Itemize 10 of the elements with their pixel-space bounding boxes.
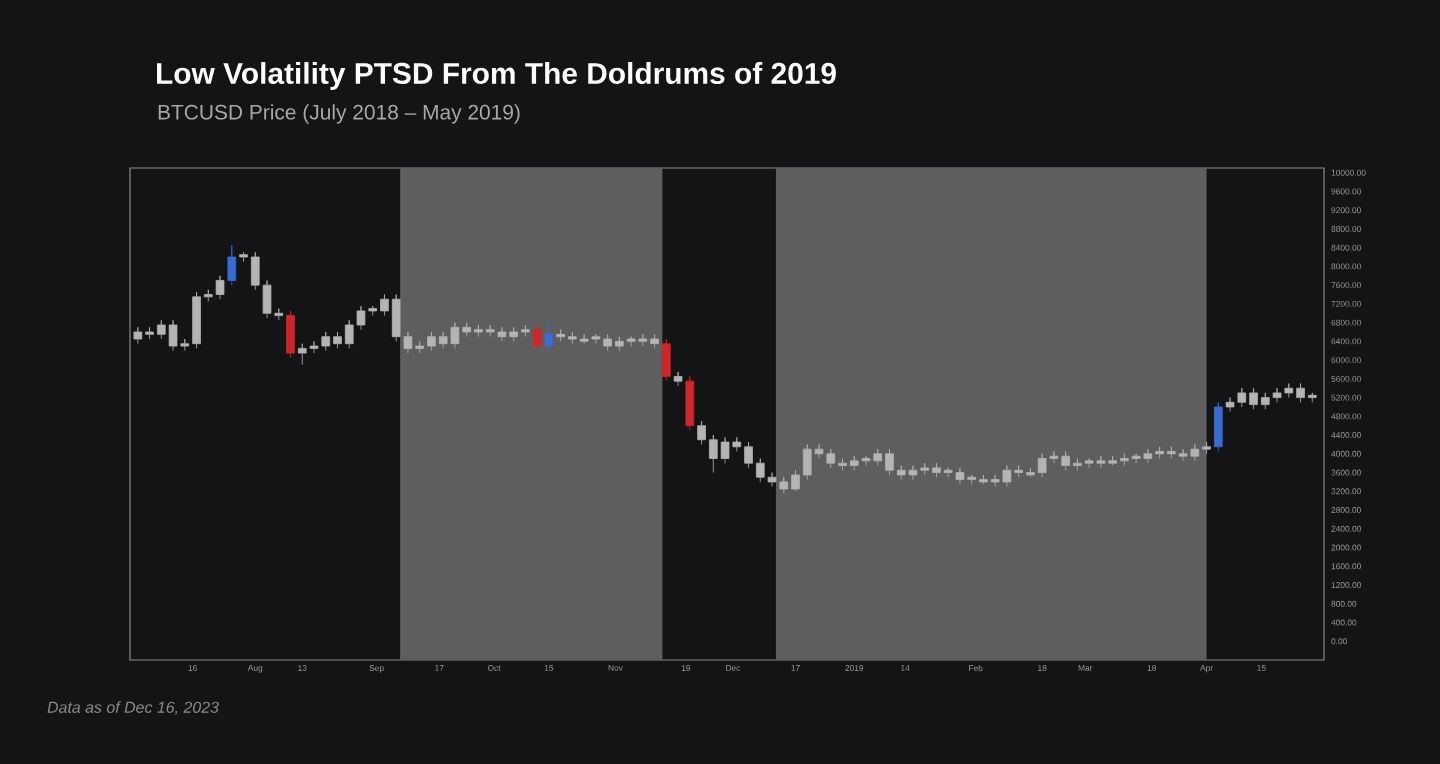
candlestick	[1214, 401, 1223, 452]
candlestick	[227, 244, 237, 286]
chart-title: Low Volatility PTSD From The Doldrums of 2019	[157, 62, 836, 90]
candlestick	[532, 324, 542, 352]
candlestick	[544, 322, 554, 352]
candlestick	[673, 371, 683, 387]
candlestick	[286, 310, 295, 359]
candlestick	[662, 338, 671, 382]
chart-subtitle: BTCUSD Price (July 2018 – May 2019)	[158, 104, 520, 124]
candlestick	[685, 376, 695, 431]
